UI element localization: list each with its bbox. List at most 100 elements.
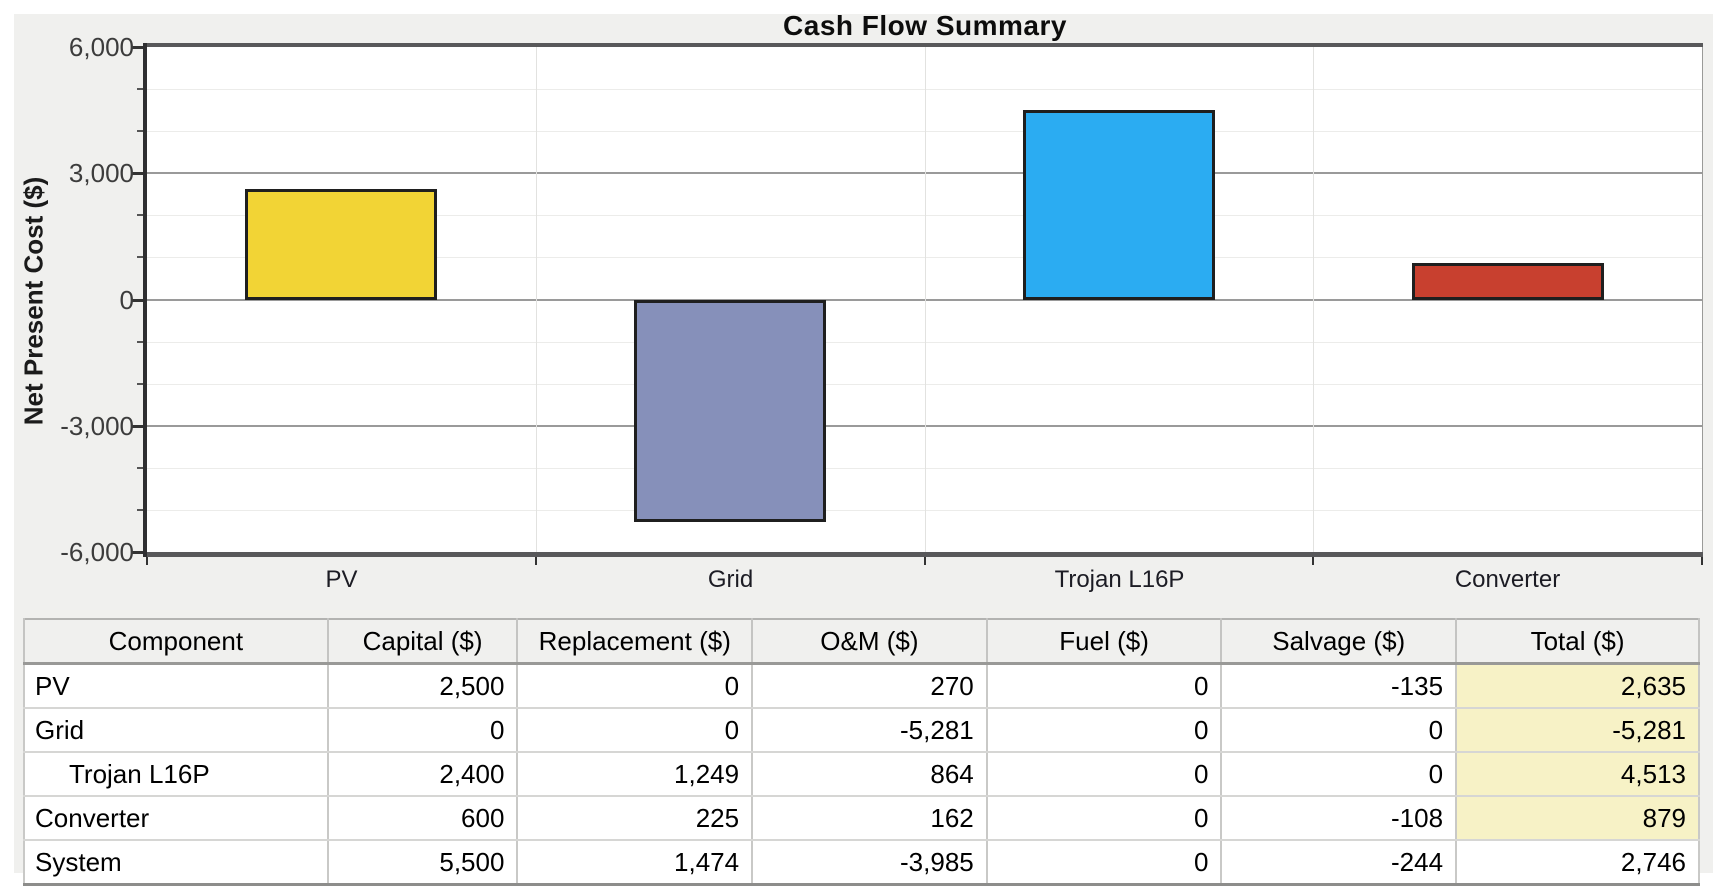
x-tick bbox=[924, 557, 926, 565]
x-tick bbox=[146, 557, 148, 565]
x-category-label: Trojan L16P bbox=[1054, 566, 1185, 593]
y-tick-label: 6,000 bbox=[68, 32, 134, 62]
plot-top-border bbox=[143, 43, 1703, 47]
gridline-minor bbox=[147, 384, 1702, 385]
table-cell: -244 bbox=[1220, 839, 1458, 886]
y-tick-major bbox=[132, 172, 143, 175]
table-cell: 2,400 bbox=[326, 751, 519, 797]
table-header-cell: Replacement ($) bbox=[516, 619, 754, 665]
table-header-cell: Salvage ($) bbox=[1220, 619, 1458, 665]
table-cell: 2,500 bbox=[326, 662, 519, 709]
x-tick bbox=[535, 557, 537, 565]
table-cell: 0 bbox=[985, 751, 1223, 797]
gridline-minor bbox=[147, 510, 1702, 511]
component-cell: PV bbox=[23, 662, 329, 709]
table-cell: -135 bbox=[1220, 662, 1458, 709]
table-cell: -5,281 bbox=[751, 707, 988, 753]
table-header-cell: Capital ($) bbox=[326, 619, 519, 665]
table-cell: 270 bbox=[751, 662, 988, 709]
component-cell: Converter bbox=[23, 795, 329, 841]
bar-grid bbox=[634, 300, 826, 522]
y-tick-minor bbox=[137, 383, 143, 385]
bar-pv bbox=[245, 189, 437, 300]
y-tick-minor bbox=[137, 88, 143, 90]
bar-converter bbox=[1412, 263, 1604, 300]
table-cell: 0 bbox=[326, 707, 519, 753]
table-cell: -108 bbox=[1220, 795, 1458, 841]
y-tick-major bbox=[132, 299, 143, 302]
table-cell: 0 bbox=[985, 839, 1223, 886]
category-separator bbox=[536, 47, 537, 552]
table-row: Trojan L16P 2,400 1,249 864 0 0 4,513 bbox=[23, 751, 1700, 797]
table-cell: 1,249 bbox=[516, 751, 754, 797]
chart-title: Cash Flow Summary bbox=[783, 10, 1067, 41]
cash-flow-table: Component Capital ($) Replacement ($) O&M (… bbox=[23, 618, 1700, 886]
y-tick-major bbox=[132, 551, 143, 554]
y-tick-minor bbox=[137, 130, 143, 132]
x-category-label: Grid bbox=[707, 566, 754, 593]
total-cell: 879 bbox=[1455, 795, 1700, 841]
x-tick bbox=[1312, 557, 1314, 565]
table-cell: 864 bbox=[751, 751, 988, 797]
gridline-minor bbox=[147, 131, 1702, 132]
category-separator bbox=[1313, 47, 1314, 552]
table-cell: 225 bbox=[516, 795, 754, 841]
table-header-row: Component Capital ($) Replacement ($) O&M (… bbox=[23, 619, 1700, 665]
gridline-minor bbox=[147, 89, 1702, 90]
table-header-cell: O&M ($) bbox=[751, 619, 988, 665]
x-tick bbox=[1701, 557, 1703, 565]
y-tick-minor bbox=[137, 214, 143, 216]
table-cell: 0 bbox=[985, 795, 1223, 841]
y-tick-minor bbox=[137, 467, 143, 469]
gridline-minor bbox=[147, 215, 1702, 216]
total-cell: 2,635 bbox=[1455, 662, 1700, 709]
y-tick-major bbox=[132, 46, 143, 49]
y-tick-minor bbox=[137, 256, 143, 258]
table-cell: 0 bbox=[985, 662, 1223, 709]
y-tick-label: -3,000 bbox=[60, 411, 134, 441]
plot-left-axis bbox=[143, 43, 147, 557]
gridline-minor bbox=[147, 257, 1702, 258]
total-cell: 2,746 bbox=[1455, 839, 1700, 886]
y-tick-major bbox=[132, 425, 143, 428]
x-category-label: Converter bbox=[1454, 566, 1561, 593]
gridline-major bbox=[147, 172, 1702, 174]
y-tick-minor bbox=[137, 509, 143, 511]
table-cell: 162 bbox=[751, 795, 988, 841]
table-cell: 1,474 bbox=[516, 839, 754, 886]
bar-trojan-l16p bbox=[1023, 110, 1215, 300]
table-cell: 0 bbox=[985, 707, 1223, 753]
total-cell: 4,513 bbox=[1455, 751, 1700, 797]
component-cell: Trojan L16P bbox=[23, 751, 329, 797]
gridline-minor bbox=[147, 342, 1702, 343]
table-cell: 5,500 bbox=[326, 839, 519, 886]
table-row: Converter 600 225 162 0 -108 879 bbox=[23, 795, 1700, 841]
table-cell: 0 bbox=[516, 707, 754, 753]
table-cell: 600 bbox=[326, 795, 519, 841]
table-cell: 0 bbox=[1220, 751, 1458, 797]
y-tick-label: -6,000 bbox=[60, 537, 134, 567]
table-row: Grid 0 0 -5,281 0 0 -5,281 bbox=[23, 707, 1700, 753]
plot-bottom-axis bbox=[143, 552, 1703, 557]
y-tick-minor bbox=[137, 341, 143, 343]
category-separator bbox=[925, 47, 926, 552]
y-tick-label: 0 bbox=[119, 285, 134, 315]
table-row: PV 2,500 0 270 0 -135 2,635 bbox=[23, 662, 1700, 709]
plot-right-border bbox=[1702, 47, 1703, 552]
table-cell: 0 bbox=[1220, 707, 1458, 753]
y-tick-label: 3,000 bbox=[68, 158, 134, 188]
component-cell: System bbox=[23, 839, 329, 886]
table-header-cell: Total ($) bbox=[1455, 619, 1700, 665]
x-category-label: PV bbox=[325, 566, 358, 593]
table-header-cell: Fuel ($) bbox=[985, 619, 1223, 665]
table-row: System 5,500 1,474 -3,985 0 -244 2,746 bbox=[23, 839, 1700, 886]
table-cell: 0 bbox=[516, 662, 754, 709]
gridline-major bbox=[147, 299, 1702, 301]
gridline-minor bbox=[147, 468, 1702, 469]
component-cell: Grid bbox=[23, 707, 329, 753]
gridline-major bbox=[147, 425, 1702, 427]
table-cell: -3,985 bbox=[751, 839, 988, 886]
total-cell: -5,281 bbox=[1455, 707, 1700, 753]
table-header-cell: Component bbox=[23, 619, 329, 665]
